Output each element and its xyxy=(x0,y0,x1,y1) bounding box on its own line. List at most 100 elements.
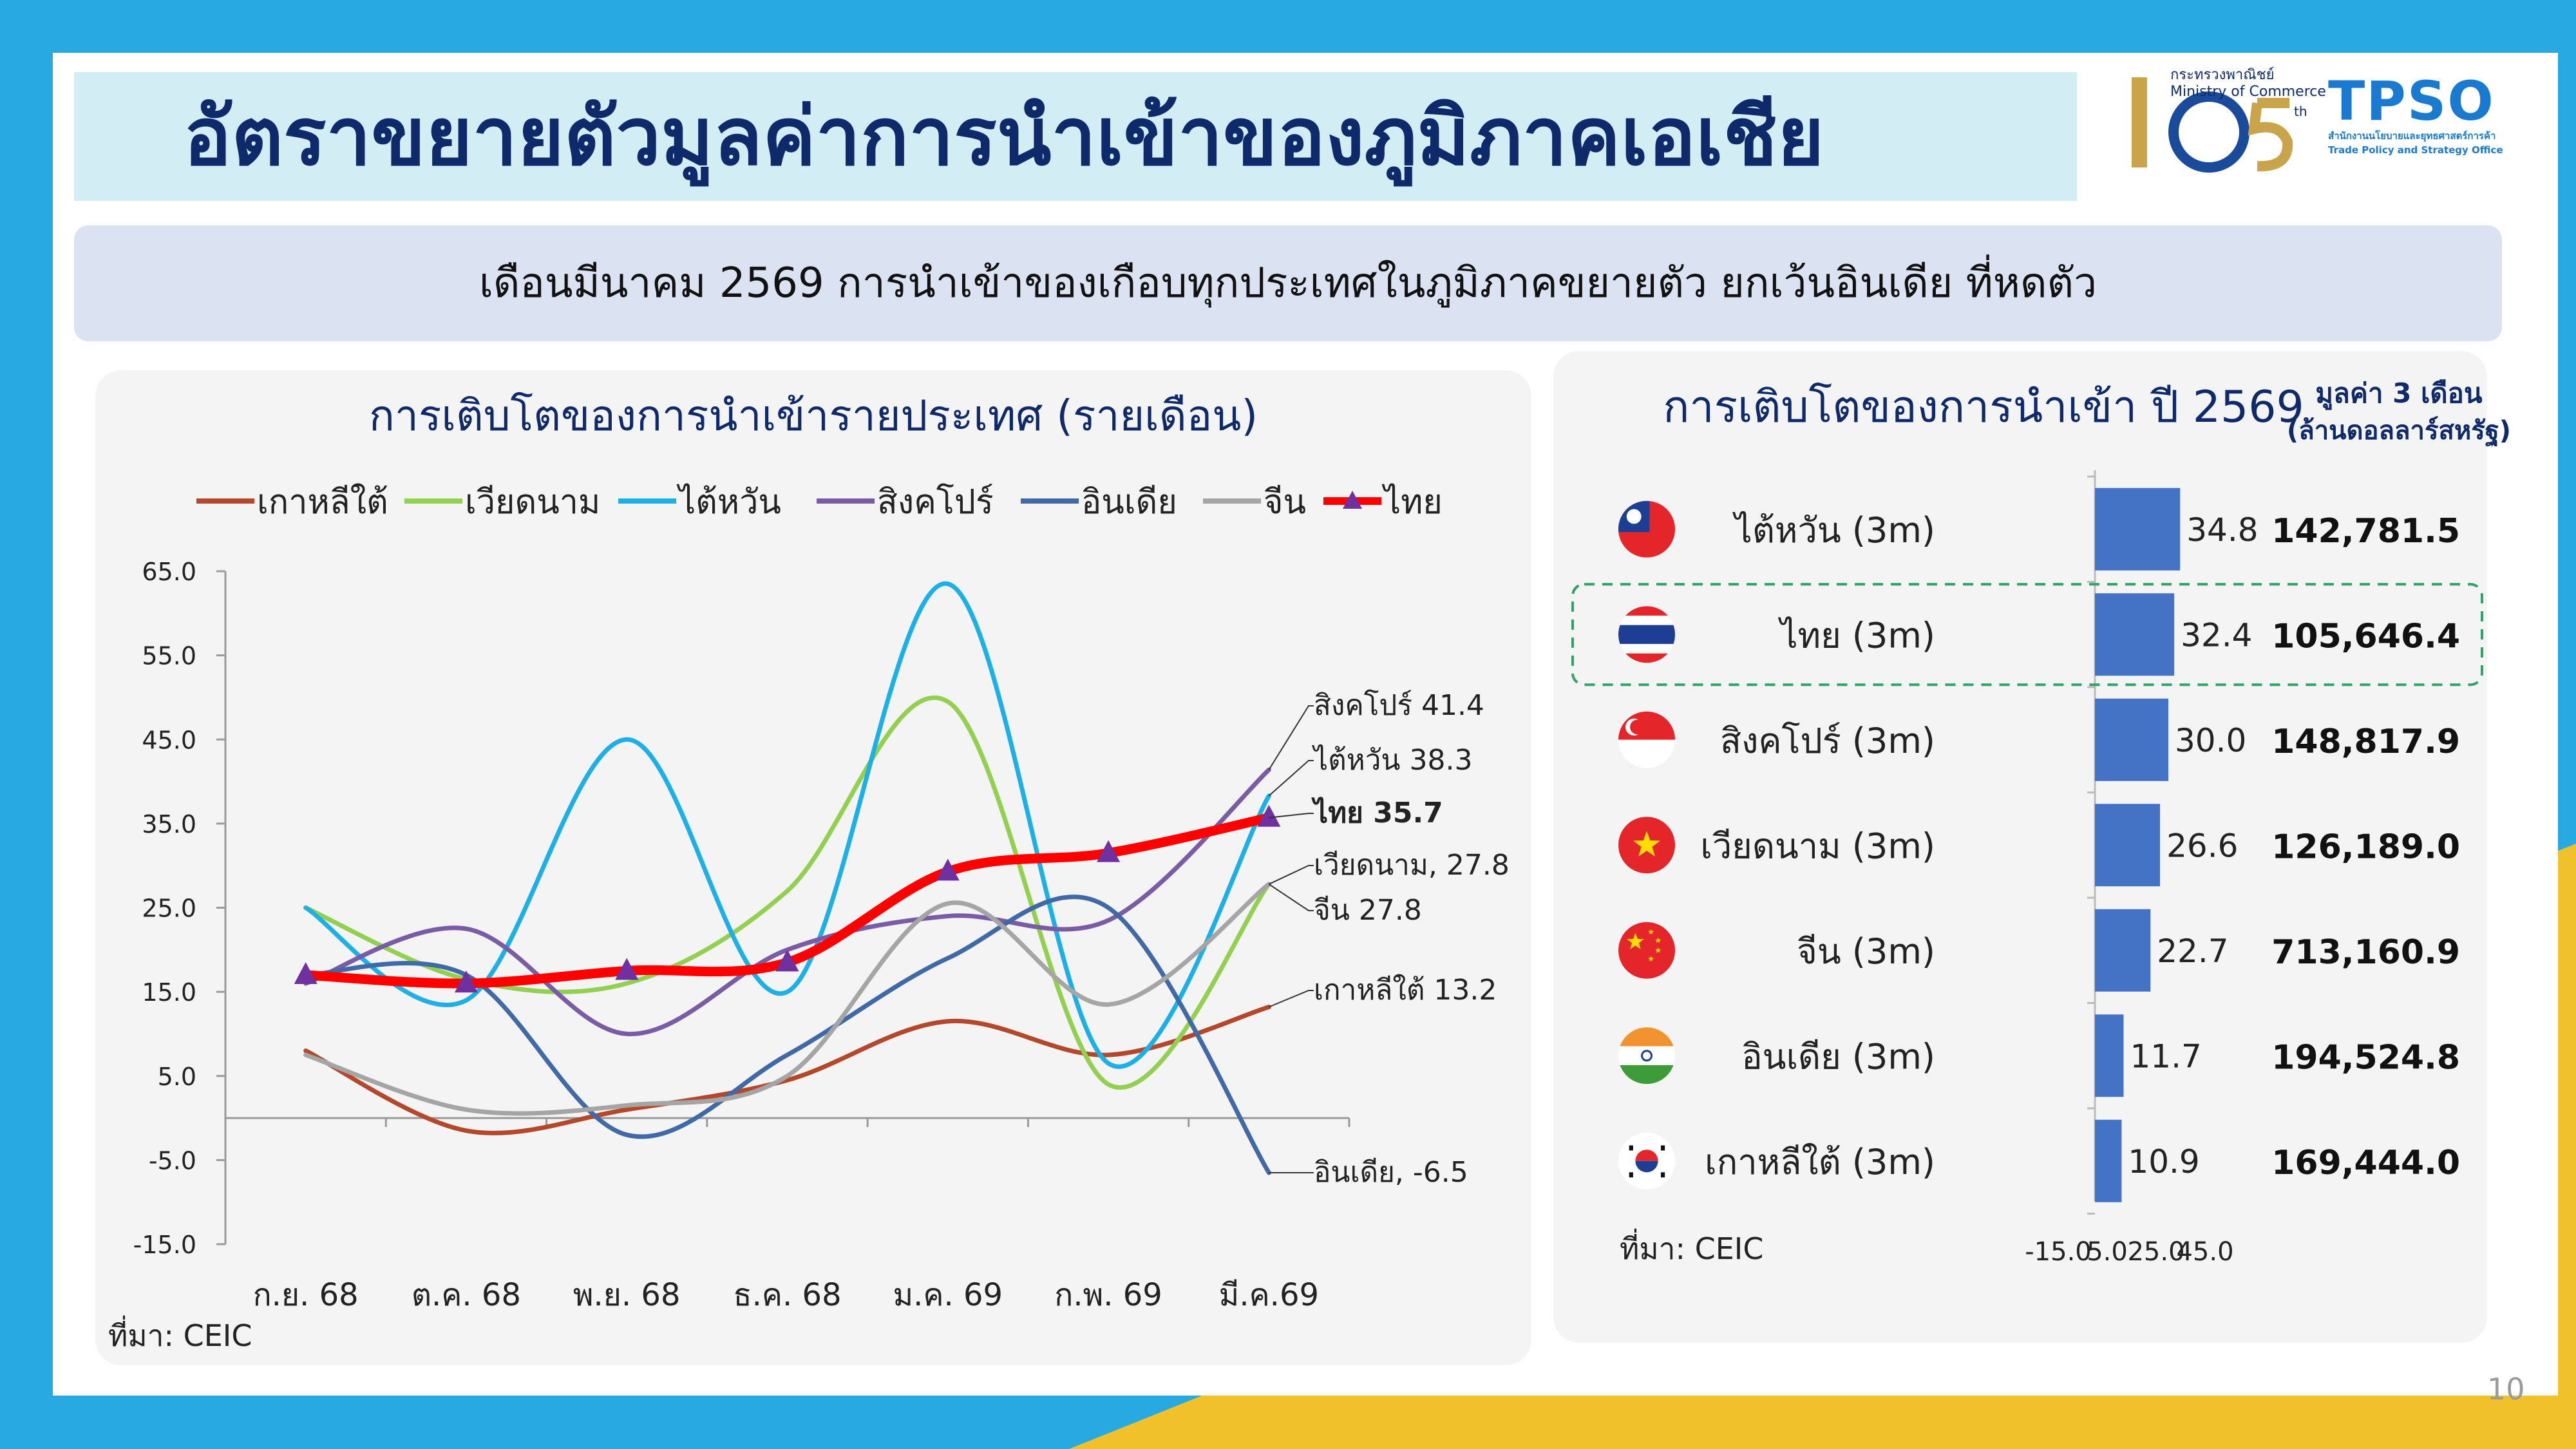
flag-green xyxy=(1618,1065,1675,1084)
flag-crescent-cut xyxy=(1630,719,1645,735)
line-chart-source: ที่มา: CEIC xyxy=(108,1315,252,1353)
moc-logo-line2: Ministry of Commerce xyxy=(2170,84,2326,100)
legend-label-6: ไทย xyxy=(1381,483,1443,522)
flag-small-star xyxy=(1655,947,1662,953)
data-point xyxy=(305,1050,307,1052)
flag-body xyxy=(1618,817,1675,874)
data-point xyxy=(787,1054,788,1056)
end-label-leader xyxy=(1269,813,1314,819)
legend-label-0: เกาหลีใต้ xyxy=(257,483,388,522)
bar-3 xyxy=(2095,804,2161,887)
flag-body xyxy=(1618,922,1675,979)
legend-label-5: จีน xyxy=(1264,483,1306,522)
bar-amount-label: 169,444.0 xyxy=(2271,1144,2460,1182)
data-point xyxy=(947,701,949,702)
y-tick-label: 45.0 xyxy=(142,726,196,754)
bar-amount-label: 713,160.9 xyxy=(2271,933,2460,972)
y-tick-label: -5.0 xyxy=(149,1146,196,1175)
data-point-marker xyxy=(936,858,960,881)
flag-taegeuk-red xyxy=(1635,1150,1658,1161)
tpso-logo-line2: Trade Policy and Strategy Office xyxy=(2328,144,2503,156)
end-label-leader xyxy=(1268,705,1314,770)
data-point xyxy=(947,903,949,904)
data-point xyxy=(1108,920,1109,921)
bar-category-label: เกาหลีใต้ (3m) xyxy=(1705,1142,1935,1182)
tpso-logo-line1: สำนักงานนโยบายและยุทธศาสตร์การค้า xyxy=(2328,130,2496,142)
data-point xyxy=(947,583,949,585)
legend-label-4: อินเดีย xyxy=(1081,483,1177,522)
logo-digit-five xyxy=(2248,98,2293,172)
legend-label-3: สิงคโปร์ xyxy=(877,483,994,522)
bar-value-label: 30.0 xyxy=(2175,722,2246,759)
bar-amount-label: 105,646.4 xyxy=(2271,617,2460,656)
tpso-logo: TPSO xyxy=(2328,70,2495,133)
bar-amount-label: 126,189.0 xyxy=(2271,828,2460,866)
bar-value-label: 22.7 xyxy=(2157,933,2228,970)
bar-value-label: 34.8 xyxy=(2186,511,2258,549)
flag-band xyxy=(1618,625,1675,636)
flag-body xyxy=(1618,1132,1675,1189)
flag-band xyxy=(1618,634,1675,645)
x-tick-label: ก.ย. 68 xyxy=(253,1277,359,1313)
flag-taegeuk-blue xyxy=(1635,1160,1658,1173)
flag-band xyxy=(1618,643,1675,654)
bar-value-label: 26.6 xyxy=(2166,827,2238,864)
line-chart-title: การเติบโตของการนำเข้ารายประเทศ (รายเดือน… xyxy=(369,391,1258,440)
end-label-4: อินเดีย, -6.5 xyxy=(1314,1156,1468,1189)
y-tick-label: 25.0 xyxy=(142,895,196,923)
flag-body xyxy=(1618,606,1675,663)
page-title: อัตราขยายตัวมูลค่าการนำเข้าของภูมิภาคเอเ… xyxy=(184,91,1824,184)
end-label-leader xyxy=(1268,990,1314,1008)
bar-chart-source: ที่มา: CEIC xyxy=(1620,1228,1763,1266)
bar-4 xyxy=(2095,909,2151,992)
line-chart-panel xyxy=(95,370,1531,1365)
data-point-marker xyxy=(615,958,639,980)
y-tick-label: 15.0 xyxy=(142,978,196,1007)
y-tick-label: -15.0 xyxy=(133,1231,196,1259)
end-label-1: เวียดนาม, 27.8 xyxy=(1314,849,1510,882)
data-point xyxy=(787,1075,788,1077)
end-label-2: ไต้หวัน 38.3 xyxy=(1312,744,1472,777)
x-tick-label: มี.ค.69 xyxy=(1219,1277,1319,1313)
data-point-marker xyxy=(1257,804,1281,827)
bar-1 xyxy=(2095,593,2175,676)
bar-category-label: ไทย (3m) xyxy=(1777,615,1935,656)
bar-value-label: 32.4 xyxy=(2181,616,2252,654)
flag-trigram xyxy=(1661,1172,1665,1178)
data-point xyxy=(305,907,307,908)
bar-amount-label: 142,781.5 xyxy=(2271,512,2460,551)
data-point-marker xyxy=(294,962,317,984)
data-point-marker xyxy=(454,971,478,993)
x-tick-label: ต.ค. 68 xyxy=(412,1277,521,1313)
x-tick-label: ก.พ. 69 xyxy=(1054,1277,1162,1313)
flag-small-star xyxy=(1648,956,1654,961)
end-label-3: สิงคโปร์ 41.4 xyxy=(1314,689,1484,722)
y-tick-label: 55.0 xyxy=(142,642,196,670)
bar-value-label: 11.7 xyxy=(2130,1037,2201,1075)
logo-digit-zero xyxy=(2168,91,2249,173)
end-label-6: ไทย 35.7 xyxy=(1311,796,1443,829)
flag-trigram xyxy=(1629,1172,1633,1178)
flag-small-star xyxy=(1648,929,1654,935)
bar-category-label: อินเดีย (3m) xyxy=(1741,1036,1935,1077)
flag-red xyxy=(1618,922,1675,979)
x-tick-label: ม.ค. 69 xyxy=(893,1277,1003,1313)
flag-sun xyxy=(1626,509,1642,524)
title-bar xyxy=(74,72,2077,201)
flag-small-star xyxy=(1655,937,1662,943)
data-point xyxy=(1108,1054,1109,1056)
moc-logo-text: กระทรวงพาณิชย์ Ministry of Commerce xyxy=(2170,67,2326,100)
data-point-marker xyxy=(1097,840,1121,862)
flag-star xyxy=(1633,831,1660,857)
flag-band xyxy=(1618,653,1675,663)
bar-2 xyxy=(2095,698,2168,781)
data-point xyxy=(305,1054,307,1056)
south-korea-flag-icon xyxy=(1618,1132,1675,1189)
bar-x-tick-label: 5.0 xyxy=(2087,1237,2128,1267)
bar-value-label: 10.9 xyxy=(2128,1143,2199,1180)
data-point-marker xyxy=(775,949,799,972)
bar-category-label: เวียดนาม (3m) xyxy=(1700,826,1935,866)
flag-star xyxy=(1627,933,1644,949)
bar-category-label: จีน (3m) xyxy=(1797,931,1935,972)
